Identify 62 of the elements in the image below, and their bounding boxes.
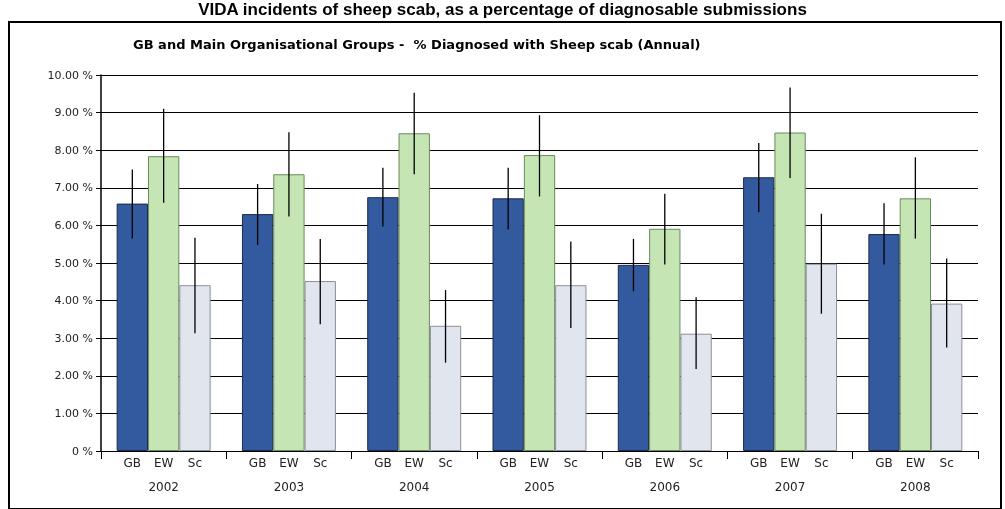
bar xyxy=(429,325,462,451)
y-tick-label: 2.00 % xyxy=(54,369,93,383)
y-tick-label: 8.00 % xyxy=(54,143,93,157)
text: GB xyxy=(749,456,768,470)
text: GB xyxy=(248,456,267,470)
bar xyxy=(743,177,775,451)
text: Sc xyxy=(438,456,453,470)
y-tick-label: 6.00 % xyxy=(54,218,93,232)
bar xyxy=(147,156,180,451)
text: Sc xyxy=(313,456,328,470)
y-tick-label: 9.00 % xyxy=(54,106,93,120)
bar xyxy=(774,132,806,451)
y-tick-label: 7.00 % xyxy=(54,181,93,195)
text: Sc xyxy=(563,456,578,470)
x-tick-label: 2004 xyxy=(398,480,430,494)
bar xyxy=(931,303,963,451)
bar xyxy=(805,263,838,451)
text: GB xyxy=(499,456,517,470)
text: GB xyxy=(374,456,392,470)
x-tick-label: 2008 xyxy=(900,480,931,494)
y-tick-label: 1.00 % xyxy=(54,406,93,420)
bar xyxy=(179,285,211,451)
text: GB xyxy=(875,456,893,470)
bar xyxy=(116,203,148,451)
text: EW xyxy=(279,456,299,470)
text: GB xyxy=(624,456,643,470)
bar xyxy=(241,214,274,451)
y-tick-label: 3.00 % xyxy=(54,331,93,345)
text: EW xyxy=(905,456,926,470)
text: Sc xyxy=(689,456,704,470)
y-tick-label: 10.00 % xyxy=(47,68,93,82)
series-label: EW xyxy=(153,456,174,470)
bar xyxy=(899,198,932,451)
bar xyxy=(617,264,650,451)
bar xyxy=(523,155,556,451)
x-tick-label: 2006 xyxy=(649,480,681,494)
x-tick-label: 2003 xyxy=(273,480,305,494)
bar xyxy=(367,197,399,451)
bar xyxy=(680,333,712,451)
chart-title: VIDA incidents of sheep scab, as a percentage of diagnosable submissions xyxy=(197,0,808,20)
bar xyxy=(492,198,524,451)
y-tick-label: 5.00 % xyxy=(54,256,93,270)
text: EW xyxy=(529,456,550,470)
bar xyxy=(304,281,336,451)
text: EW xyxy=(404,456,424,470)
series-label: Sc xyxy=(187,456,203,470)
bar xyxy=(649,228,681,451)
bar xyxy=(273,174,305,451)
series-label: GB xyxy=(123,456,142,470)
text: EW xyxy=(655,456,675,470)
x-tick-label: 2002 xyxy=(148,480,179,494)
chart-subtitle: GB and Main Organisational Groups - % Diagnosed with Sheep scab (Annual) xyxy=(133,37,701,52)
bar xyxy=(398,133,430,451)
bar xyxy=(868,234,900,451)
x-tick-label: 2005 xyxy=(524,480,555,494)
text: Sc xyxy=(939,456,954,470)
x-tick-label: 2007 xyxy=(774,480,806,494)
text: Sc xyxy=(814,456,829,470)
bar xyxy=(555,285,587,451)
text: EW xyxy=(780,456,800,470)
y-tick-label: 4.00 % xyxy=(54,294,93,308)
y-tick-label: 0 % xyxy=(72,444,93,458)
